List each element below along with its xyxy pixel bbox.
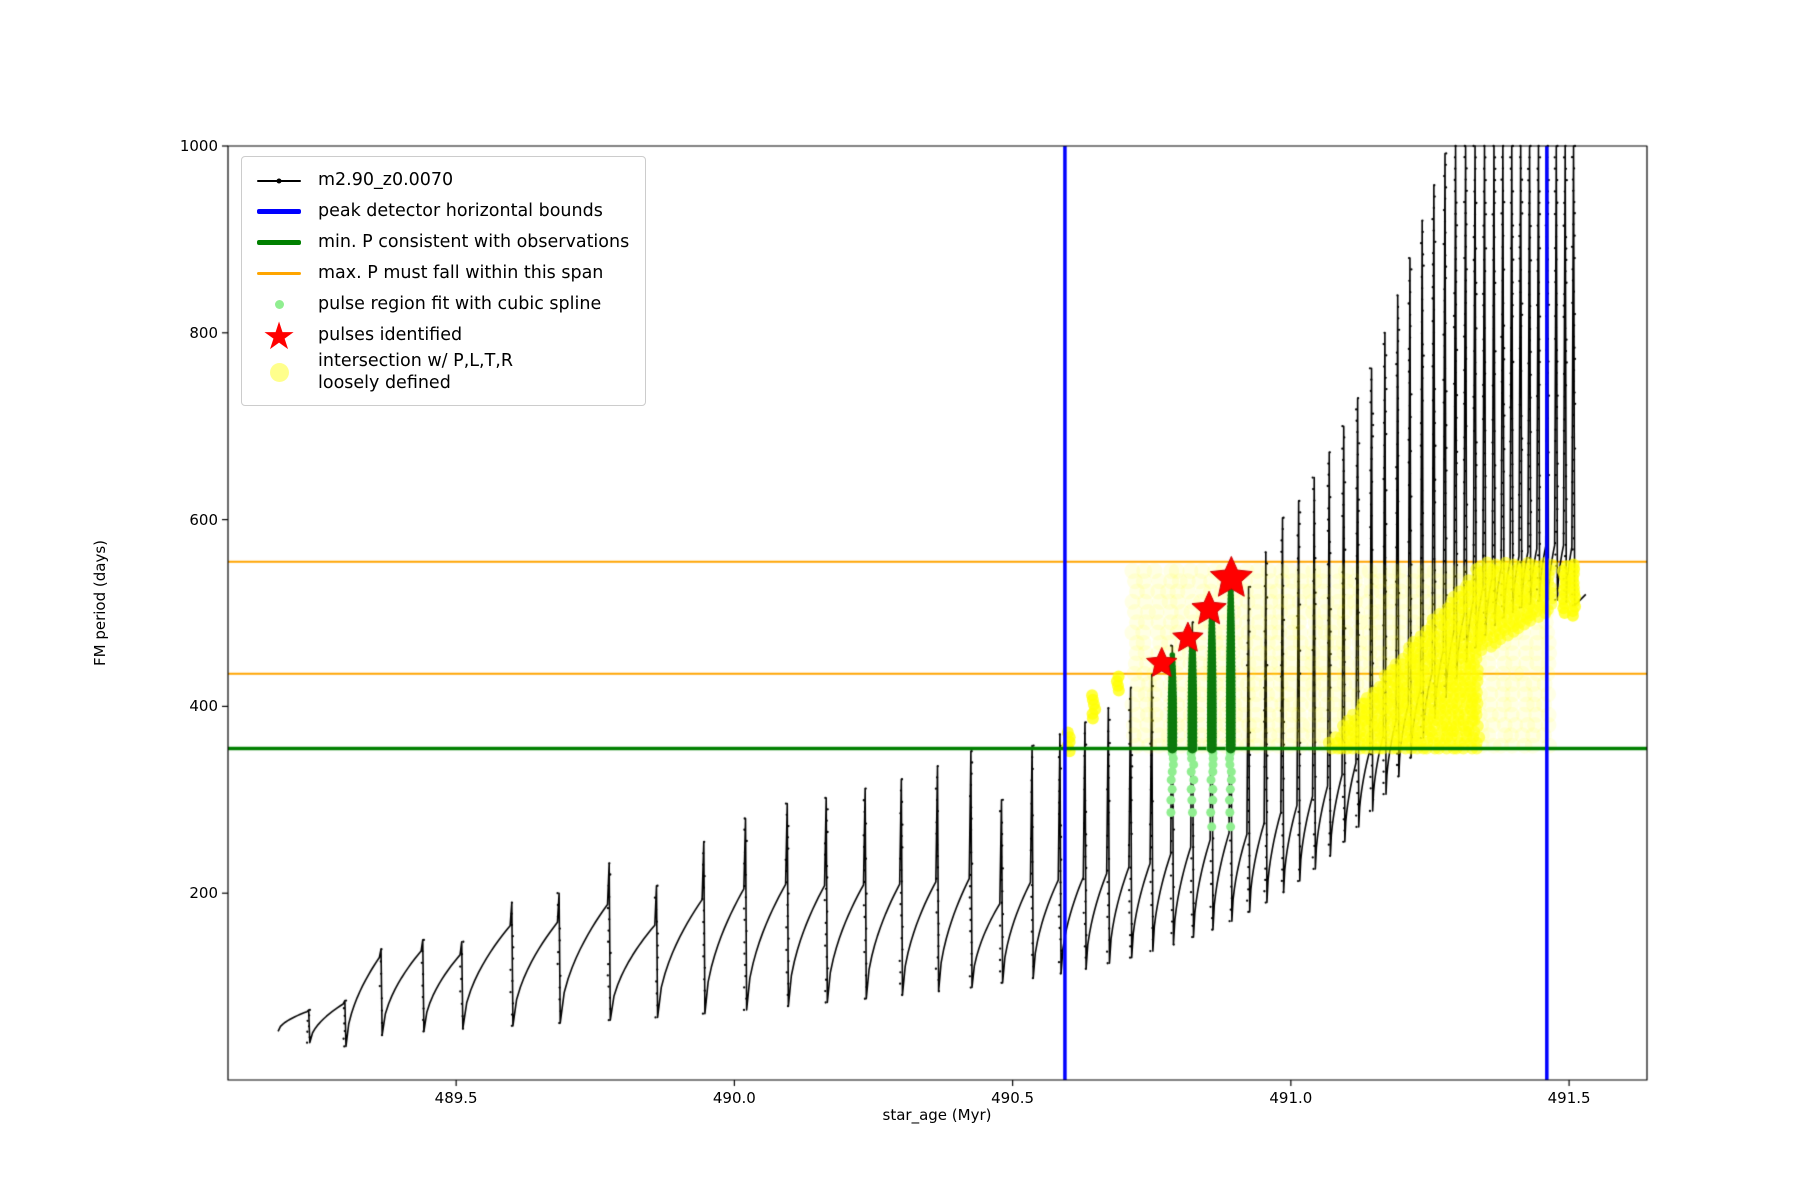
x-tick-label: 490.0 (712, 1089, 756, 1107)
legend-item-intersection: intersection w/ P,L,T,R loosely defined (254, 351, 629, 395)
y-tick-label: 200 (189, 884, 218, 903)
x-tick-label: 491.0 (1269, 1089, 1313, 1107)
blue-line-glyph (254, 209, 304, 214)
orange-line-glyph (254, 272, 304, 275)
y-tick-label: 600 (189, 510, 218, 529)
legend-label: pulse region fit with cubic spline (318, 293, 602, 314)
red-star-icon: ★ (261, 313, 297, 358)
y-tick-label: 800 (189, 323, 218, 342)
yellow-dot-icon (254, 363, 304, 383)
legend: m2.90_z0.0070 peak detector horizontal b… (241, 156, 647, 406)
legend-item-peak-bounds: peak detector horizontal bounds (254, 196, 629, 227)
legend-label: min. P consistent with observations (318, 231, 630, 252)
x-tick-label: 491.5 (1547, 1089, 1591, 1107)
legend-label: m2.90_z0.0070 (318, 169, 454, 190)
y-tick-label: 1000 (179, 137, 218, 155)
legend-item-min-P: min. P consistent with observations (254, 227, 629, 258)
legend-item-max-P-span: max. P must fall within this span (254, 258, 629, 289)
legend-label: peak detector horizontal bounds (318, 200, 603, 221)
lightgreen-dot-icon (254, 300, 304, 309)
line-marker-glyph (254, 178, 304, 183)
green-line-glyph (254, 240, 304, 245)
x-axis-label: star_age (Myr) (882, 1106, 992, 1124)
y-tick-label: 400 (189, 697, 218, 716)
x-tick-label: 490.5 (991, 1089, 1035, 1107)
y-axis-label: FM period (days) (91, 540, 109, 666)
x-tick-label: 489.5 (434, 1089, 478, 1107)
legend-item-spline: pulse region fit with cubic spline (254, 289, 629, 320)
legend-label: pulses identified (318, 324, 463, 345)
legend-label: intersection w/ P,L,T,R loosely defined (318, 351, 513, 393)
legend-label: max. P must fall within this span (318, 262, 604, 283)
legend-item-series: m2.90_z0.0070 (254, 165, 629, 196)
legend-item-pulses: ★ pulses identified (254, 313, 629, 358)
